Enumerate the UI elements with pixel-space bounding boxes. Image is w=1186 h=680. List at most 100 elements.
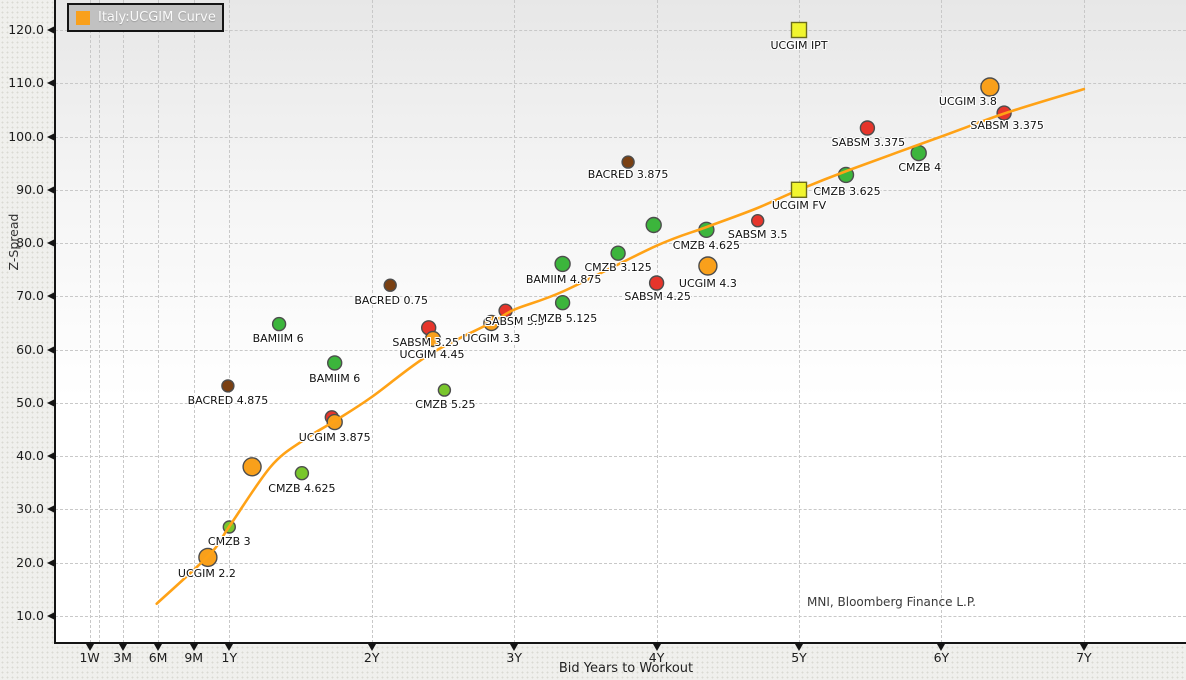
gridline-vertical (98, 0, 100, 643)
data-point-label: SABSM 3.5 (727, 227, 788, 241)
x-tick-label: 1Y (221, 650, 238, 665)
x-axis-title: Bid Years to Workout (558, 661, 694, 676)
data-point-label: UCGIM 3.8 (938, 95, 997, 108)
data-point-ucgim-3.8[interactable] (980, 77, 1000, 97)
y-tick-label: 60.0 (16, 341, 44, 357)
x-tick-label: 7Y (1076, 650, 1092, 665)
gridline-horizontal (55, 189, 1186, 191)
data-point-label: SABSM 4.25 (624, 290, 691, 303)
data-point-ucgim-4.45[interactable] (424, 330, 442, 348)
data-point-bamiim-6[interactable] (271, 316, 287, 332)
x-tick-mark (225, 644, 234, 651)
gridline-horizontal (55, 83, 1186, 85)
x-tick-mark (795, 644, 803, 651)
data-point-label: UCGIM 4.45 (399, 348, 465, 361)
x-tick-label: 4Y (648, 650, 665, 665)
data-point-cmzb-5.125[interactable] (554, 295, 571, 311)
gridline-vertical (193, 0, 195, 643)
y-tick-mark (47, 132, 55, 141)
data-point-bamiim-4.875[interactable] (554, 255, 571, 273)
legend[interactable]: Italy:UCGIM Curve (67, 3, 224, 32)
data-point[interactable] (242, 457, 262, 477)
gridline-horizontal (55, 136, 1186, 138)
y-tick-label: 120.0 (8, 22, 44, 37)
data-point-label: CMZB 4.625 (672, 238, 741, 252)
data-point-label: BACRED 4.875 (187, 393, 269, 407)
gridline-horizontal (55, 402, 1186, 404)
y-tick-label: 90.0 (16, 181, 44, 197)
gridline-horizontal (55, 509, 1186, 511)
data-point-label: SABSM 3.375 (970, 119, 1044, 133)
gridline-vertical (229, 0, 231, 643)
data-point-label: CMZB 4 (898, 161, 942, 175)
data-point-ucgim-4.3[interactable] (698, 256, 718, 276)
data-point[interactable] (645, 216, 662, 234)
y-tick-label: 10.0 (16, 608, 44, 623)
data-point-bacred-3.875[interactable] (621, 155, 635, 169)
data-point-bamiim-6[interactable] (327, 355, 343, 371)
data-point-label: SABSM 5.5 (484, 314, 545, 328)
data-point-label: UCGIM IPT (770, 39, 828, 52)
x-axis-line (54, 642, 1186, 644)
data-point-label: CMZB 3 (207, 535, 251, 548)
data-point-label: SABSM 3.25 (392, 335, 459, 349)
data-point-label: CMZB 3.625 (813, 184, 881, 198)
y-tick-mark (47, 292, 55, 301)
y-tick-mark (47, 612, 55, 620)
data-point-ucgim-ipt[interactable] (790, 21, 808, 39)
gridline-vertical (1083, 0, 1085, 643)
gridline-horizontal (55, 243, 1186, 245)
gridline-horizontal (55, 349, 1186, 351)
y-tick-label: 50.0 (16, 394, 44, 410)
y-tick-label: 100.0 (8, 128, 44, 144)
gridline-vertical (158, 0, 160, 643)
y-tick-mark (47, 26, 55, 34)
plot-area[interactable]: UCGIM 2.2 CMZB 3 CMZB 4.625 UCGIM 3.875 BACR… (55, 0, 1186, 643)
x-tick-mark (85, 644, 94, 651)
data-point-sabsm-4.25[interactable] (648, 275, 665, 291)
x-tick-mark (118, 644, 127, 651)
data-point-bacred-0.75[interactable] (383, 278, 397, 292)
data-point-cmzb-4.625[interactable] (294, 466, 310, 481)
y-tick-mark (47, 452, 55, 461)
chart-layer (155, 21, 1086, 605)
data-point-label: SABSM 3.375 (831, 136, 906, 149)
data-point-label: BAMIIM 4.875 (525, 272, 602, 286)
data-point-label: BACRED 0.75 (354, 294, 428, 308)
data-point-label: UCGIM 4.3 (678, 277, 737, 290)
data-point-label: UCGIM 2.2 (177, 567, 236, 581)
ucgim-curve-line[interactable] (155, 87, 1086, 605)
x-tick-label: 3Y (506, 650, 522, 665)
data-point-cmzb-5.25[interactable] (437, 383, 452, 397)
gridline-horizontal (55, 30, 1186, 31)
gridline-vertical (371, 0, 373, 643)
gridline-horizontal (55, 456, 1186, 458)
data-point-label: BACRED 3.875 (587, 168, 669, 182)
y-tick-label: 30.0 (16, 501, 44, 517)
data-point-sabsm-3.375[interactable] (859, 120, 876, 136)
y-tick-label: 20.0 (16, 554, 44, 570)
y-tick-mark (47, 505, 55, 514)
x-tick-label: 3M (113, 650, 132, 665)
y-tick-label: 80.0 (16, 235, 44, 251)
data-point-sabsm-3.5[interactable] (751, 213, 765, 228)
source-text: MNI, Bloomberg Finance L.P. (807, 595, 976, 609)
x-tick-mark (652, 644, 661, 651)
x-tick-mark (154, 644, 163, 651)
y-tick-mark (47, 345, 55, 354)
y-tick-label: 70.0 (16, 288, 44, 304)
data-point-cmzb-3.125[interactable] (610, 245, 626, 261)
data-point-label: CMZB 3.125 (584, 261, 652, 275)
x-tick-label: 5Y (791, 650, 807, 665)
x-tick-mark (937, 644, 946, 651)
data-point-label: UCGIM 3.3 (462, 332, 521, 345)
gridline-vertical (122, 0, 124, 643)
y-tick-label: 110.0 (8, 75, 44, 91)
x-tick-mark (367, 644, 376, 651)
data-point-bacred-4.875[interactable] (221, 379, 235, 393)
gridline-vertical (941, 0, 943, 643)
data-point-label: BAMIIM 6 (252, 332, 304, 346)
data-point-ucgim-fv[interactable] (790, 181, 808, 199)
y-tick-mark (47, 239, 55, 248)
